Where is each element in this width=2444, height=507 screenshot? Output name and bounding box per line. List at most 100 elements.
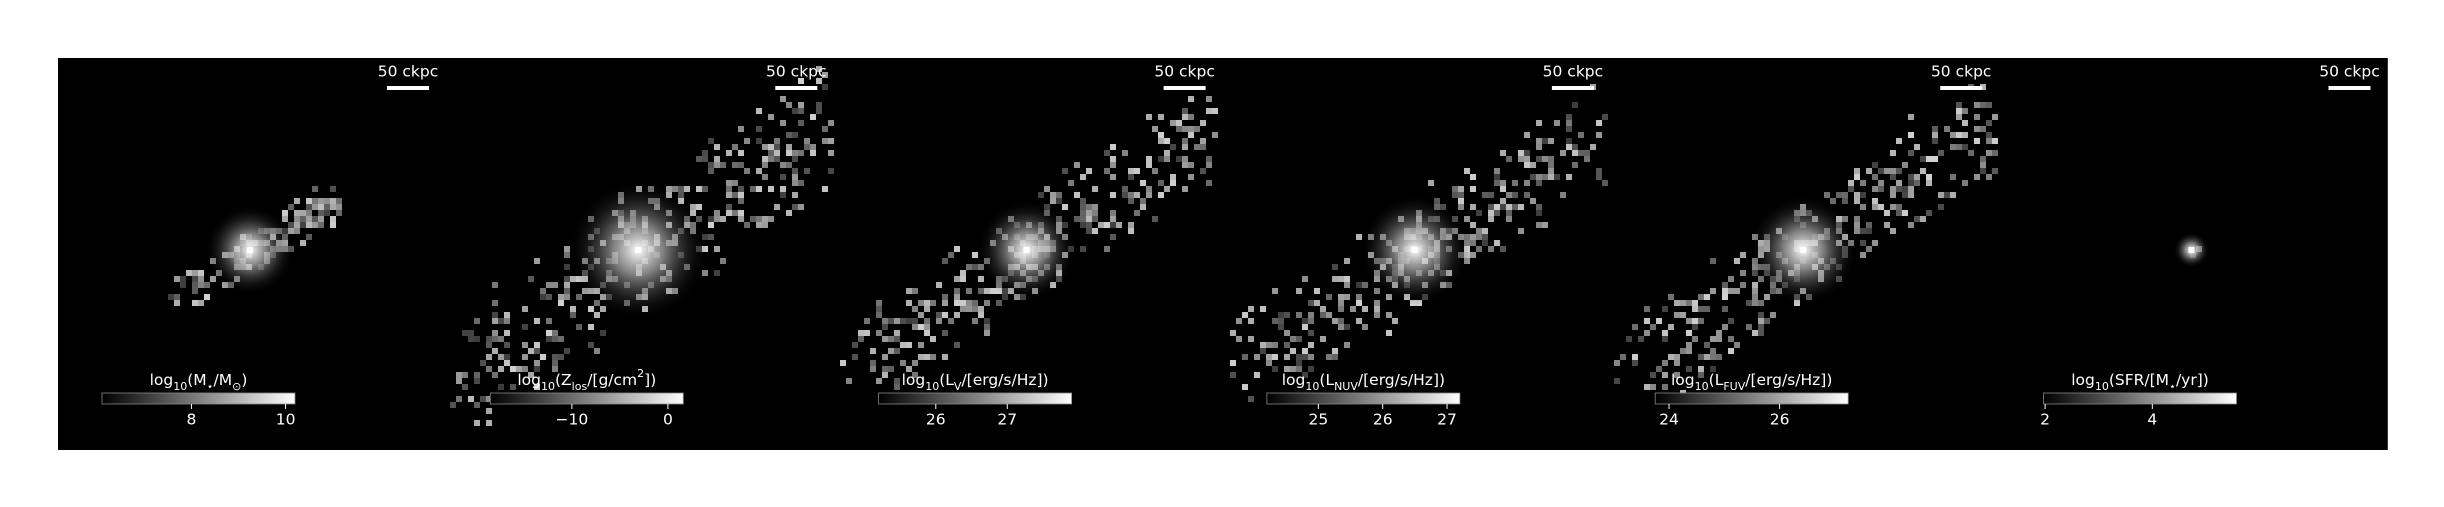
pixel	[1746, 300, 1752, 306]
pixel	[1578, 132, 1584, 138]
pixel	[504, 312, 510, 318]
pixel	[1752, 282, 1758, 288]
pixel	[1926, 210, 1932, 216]
core-pixel	[635, 247, 642, 253]
pixel	[1602, 114, 1608, 120]
pixel	[1698, 372, 1704, 378]
pixel	[870, 360, 876, 366]
pixel	[564, 288, 570, 294]
pixel	[1356, 318, 1362, 324]
pixel	[1092, 210, 1098, 216]
pixel	[1896, 180, 1902, 186]
pixel	[1860, 228, 1866, 234]
pixel	[774, 144, 780, 150]
pixel	[696, 204, 702, 210]
pixel	[1518, 228, 1524, 234]
pixel	[1650, 324, 1656, 330]
pixel	[1428, 180, 1434, 186]
pixel	[1650, 372, 1656, 378]
pixel	[1536, 120, 1542, 126]
pixel	[1104, 168, 1110, 174]
scale-bar-label: 50 ckpc	[1154, 63, 1215, 81]
pixel	[468, 336, 474, 342]
pixel	[498, 354, 504, 360]
pixel	[1080, 216, 1086, 222]
pixel	[570, 306, 576, 312]
pixel	[1890, 168, 1896, 174]
pixel	[174, 300, 180, 306]
pixel	[1710, 288, 1716, 294]
pixel	[300, 240, 306, 246]
pixel	[1956, 132, 1962, 138]
pixel	[294, 222, 300, 228]
pixel	[1206, 96, 1212, 102]
scale-bar-label: 50 ckpc	[1543, 63, 1604, 81]
pixel	[306, 198, 312, 204]
pixel	[1158, 192, 1164, 198]
pixel	[738, 162, 744, 168]
pixel	[1332, 318, 1338, 324]
pixel	[942, 258, 948, 264]
pixel	[1452, 192, 1458, 198]
pixel	[1062, 168, 1068, 174]
pixel	[1854, 216, 1860, 222]
label-subscript: V	[954, 380, 962, 393]
pixel	[702, 270, 708, 276]
pixel	[1872, 186, 1878, 192]
pixel	[804, 168, 810, 174]
pixel	[930, 354, 936, 360]
pixel	[1062, 204, 1068, 210]
pixel	[984, 324, 990, 330]
pixel	[828, 150, 834, 156]
pixel	[768, 156, 774, 162]
pixel	[330, 204, 336, 210]
pixel	[1878, 186, 1884, 192]
pixel	[900, 342, 906, 348]
pixel	[1932, 156, 1938, 162]
pixel	[702, 156, 708, 162]
pixel	[1980, 126, 1986, 132]
pixel	[756, 126, 762, 132]
pixel	[1458, 192, 1464, 198]
pixel	[726, 186, 732, 192]
pixel	[1584, 150, 1590, 156]
pixel	[330, 216, 336, 222]
pixel	[918, 342, 924, 348]
pixel	[780, 96, 786, 102]
scale-bar	[1163, 86, 1206, 90]
pixel	[1164, 186, 1170, 192]
pixel	[798, 102, 804, 108]
pixel	[1908, 114, 1914, 120]
pixel	[1500, 204, 1506, 210]
pixel	[1704, 306, 1710, 312]
pixel	[840, 360, 846, 366]
pixel	[792, 204, 798, 210]
scale-bar	[775, 86, 818, 90]
pixel	[1056, 192, 1062, 198]
pixel	[1908, 222, 1914, 228]
panel: 50 ckpc log10(LFUV/[erg/s/Hz]) 24 26	[1614, 63, 1998, 429]
pixel	[1458, 186, 1464, 192]
pixel	[966, 264, 972, 270]
pixel	[1944, 192, 1950, 198]
label-subscript: FUV	[1723, 380, 1745, 393]
pixel	[1536, 138, 1542, 144]
pixel	[1734, 258, 1740, 264]
pixel	[786, 162, 792, 168]
pixel	[1332, 276, 1338, 282]
pixel	[1548, 174, 1554, 180]
pixel	[714, 156, 720, 162]
pixel	[1344, 282, 1350, 288]
pixel	[1290, 348, 1296, 354]
pixel	[1206, 156, 1212, 162]
pixel	[1530, 162, 1536, 168]
pixel	[792, 168, 798, 174]
label-part: log	[1282, 371, 1306, 389]
pixel	[1854, 192, 1860, 198]
pixel	[948, 252, 954, 258]
pixel	[1338, 318, 1344, 324]
pixel	[1740, 252, 1746, 258]
pixel	[1860, 204, 1866, 210]
pixel	[1590, 144, 1596, 150]
colorbar-tick-label: 2	[2040, 411, 2050, 429]
